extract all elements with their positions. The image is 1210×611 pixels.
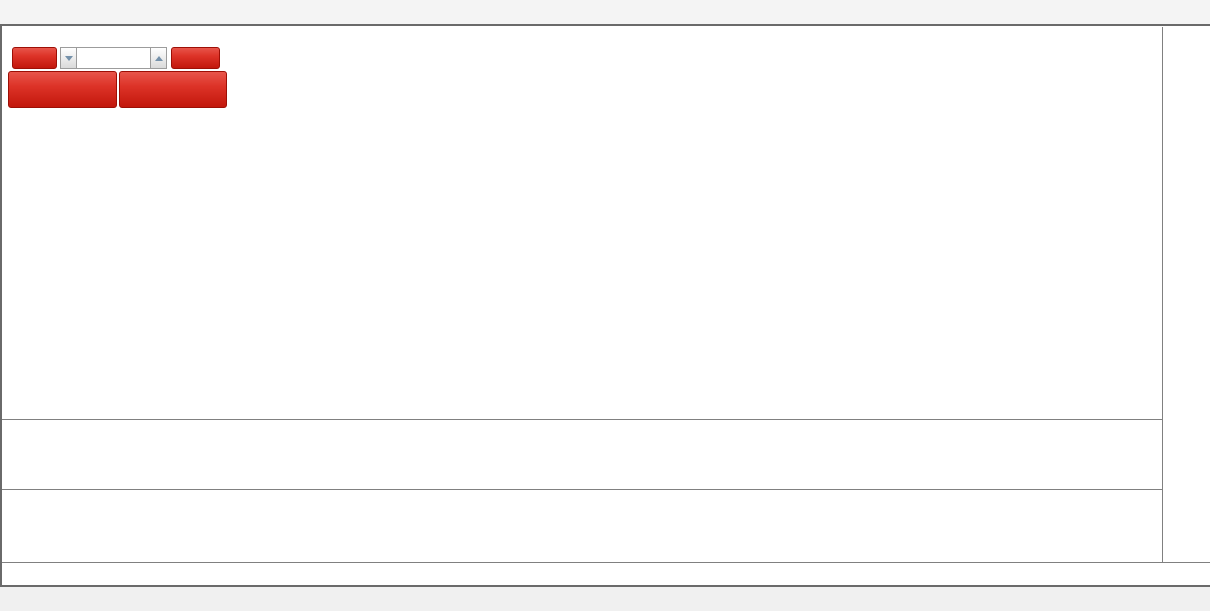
panel-splitter-rsi[interactable] <box>2 489 1210 491</box>
spin-down-icon <box>64 55 73 61</box>
chart-tab-bar <box>0 587 1210 611</box>
volume-increase-button[interactable] <box>150 47 167 69</box>
window-border-top <box>0 24 1210 26</box>
window-border-bottom <box>0 585 1210 587</box>
macd-indicator-canvas[interactable] <box>2 421 1162 489</box>
date-axis-separator <box>2 562 1210 563</box>
panel-splitter-macd[interactable] <box>2 419 1210 421</box>
price-axis[interactable] <box>1163 27 1210 562</box>
volume-input[interactable] <box>77 47 150 69</box>
timeframe-toolbar <box>0 0 1210 24</box>
date-axis[interactable] <box>2 563 1210 585</box>
window-border-left <box>0 24 2 587</box>
chart-window <box>0 24 1210 587</box>
rsi-indicator-canvas[interactable] <box>2 491 1162 562</box>
buy-button[interactable] <box>171 47 220 69</box>
sell-price-box[interactable] <box>8 71 117 108</box>
price-axis-border <box>1162 27 1163 562</box>
sell-button[interactable] <box>12 47 57 69</box>
spin-up-icon <box>154 55 163 61</box>
volume-decrease-button[interactable] <box>60 47 77 69</box>
chart-title <box>10 30 16 42</box>
buy-price-box[interactable] <box>119 71 227 108</box>
